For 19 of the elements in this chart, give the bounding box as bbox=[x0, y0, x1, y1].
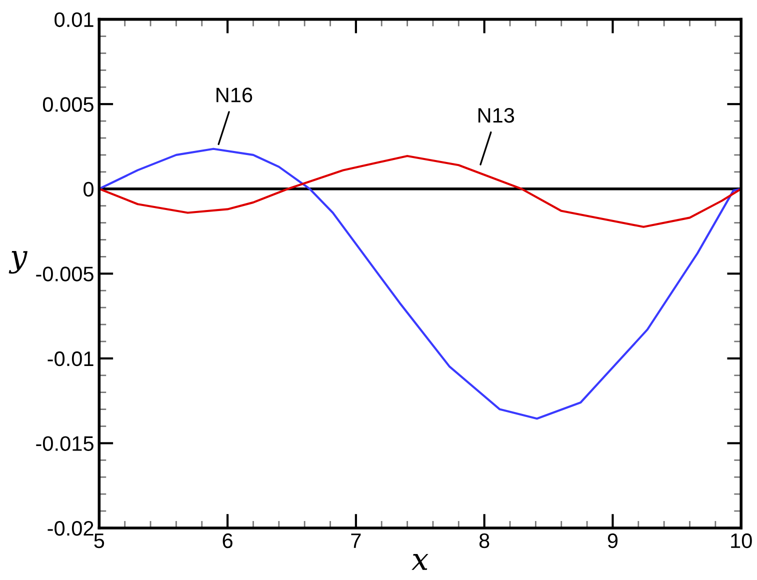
annotation: N13 bbox=[478, 108, 514, 123]
line-series bbox=[99, 154, 742, 228]
y-tick-label: -0.005 bbox=[36, 266, 94, 282]
y-tick-label: -0.02 bbox=[48, 520, 94, 536]
line-series bbox=[99, 148, 742, 420]
y-tick-label: -0.01 bbox=[48, 351, 94, 366]
x-tick-label: 10 bbox=[731, 533, 752, 548]
y-tick-label: -0.015 bbox=[36, 436, 94, 451]
x-tick-label: 8 bbox=[479, 533, 490, 548]
x-tick-label: 5 bbox=[94, 534, 104, 548]
x-axis-title: x bbox=[412, 554, 428, 570]
annotation: N16 bbox=[216, 88, 252, 102]
x-tick-label: 7 bbox=[351, 534, 361, 548]
x-tick-label: 9 bbox=[608, 533, 618, 548]
y-tick-label: 0.01 bbox=[54, 12, 94, 28]
y-axis-title: y bbox=[8, 250, 28, 274]
y-tick-label: 0 bbox=[84, 182, 94, 197]
x-tick-label: 6 bbox=[222, 533, 232, 548]
y-tick-label: 0.005 bbox=[42, 97, 94, 112]
